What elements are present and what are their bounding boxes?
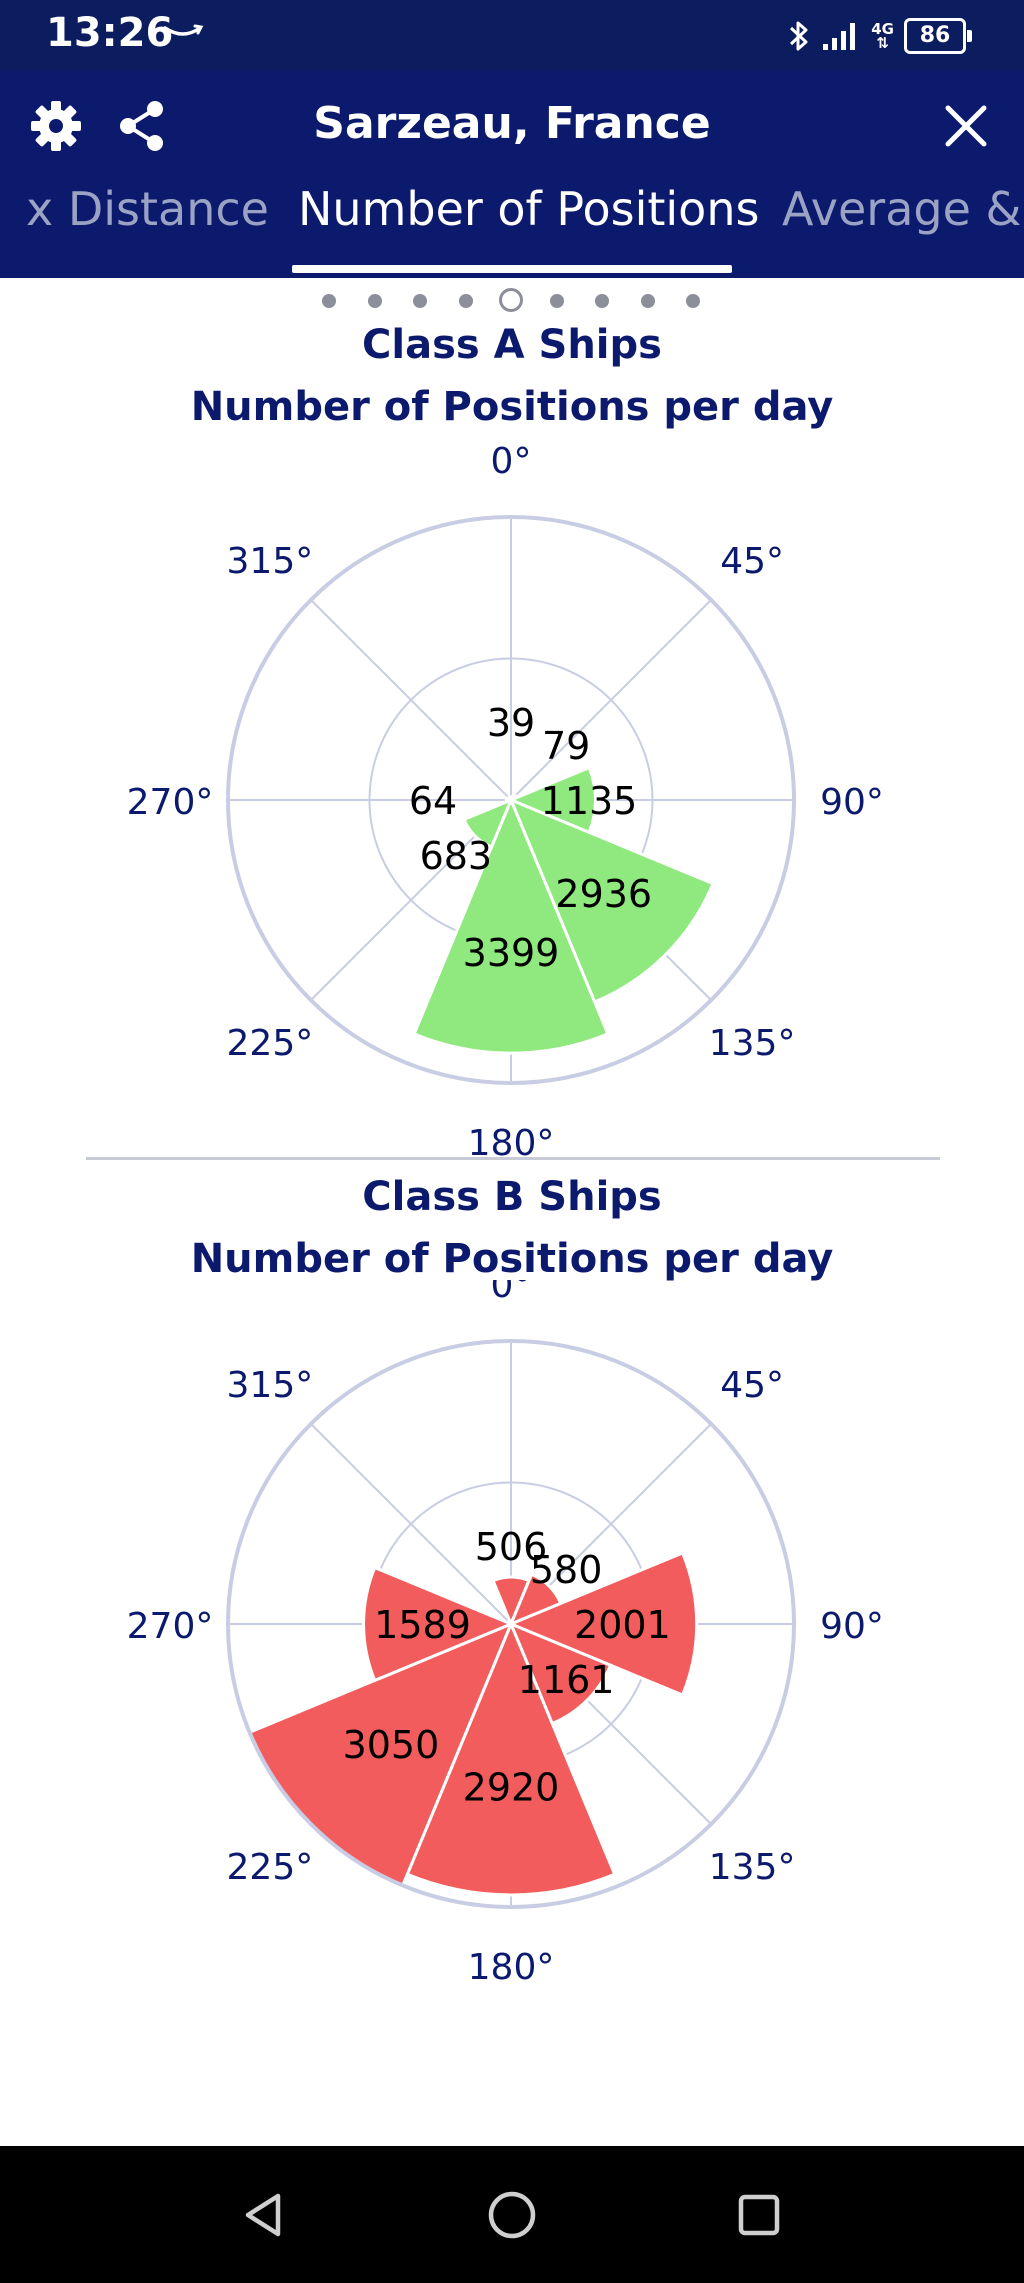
page-dot [595, 294, 609, 308]
class-a-data-label: 3399 [463, 931, 560, 975]
class-b-spoke [310, 1423, 512, 1625]
class-b-data-label: 1161 [518, 1658, 615, 1702]
status-bar: 13:26 4G ⇅ 86 [0, 0, 1024, 70]
class-a-data-label: 39 [487, 701, 535, 745]
class-b-angle-label: 270° [127, 1606, 214, 1647]
page-title: Sarzeau, France [313, 98, 711, 149]
class-b-angle-label: 225° [227, 1847, 314, 1888]
battery-indicator: 86 [904, 18, 972, 54]
chart-a-title: Class A Ships [362, 322, 662, 368]
class-b-data-label: 506 [475, 1525, 548, 1569]
class-a-angle-label: 90° [820, 782, 884, 823]
page-dot [413, 294, 427, 308]
chart-b-title: Class B Ships [362, 1174, 662, 1220]
class-a-angle-label: 45° [720, 541, 784, 582]
chart-a-subtitle: Number of Positions per day [190, 384, 834, 430]
class-a-wedge-180 [412, 796, 610, 1055]
home-icon [488, 2191, 536, 2239]
tab-average[interactable]: Average & [782, 182, 1022, 236]
class-b-wedge-90 [507, 1550, 699, 1698]
class-b-wedge-180 [405, 1620, 617, 1897]
class-a-data-label: 1135 [541, 779, 638, 823]
class-a-wedge-225 [462, 797, 514, 849]
class-a-angle-label: 0° [491, 441, 532, 482]
class-b-data-label: 3050 [343, 1723, 440, 1767]
class-a-data-label: 79 [542, 724, 590, 768]
tab-number-of-positions[interactable]: Number of Positions [298, 182, 760, 236]
class-b-data-label: 1589 [374, 1603, 471, 1647]
page-dot [686, 294, 700, 308]
class-a-wedge-135 [508, 797, 715, 1004]
class-a-angle-label: 180° [468, 1123, 555, 1160]
status-time: 13:26 [46, 10, 174, 56]
page-dot-current [499, 288, 523, 312]
app-header: Sarzeau, France x Distance Number of Pos… [0, 70, 1024, 278]
chart-divider [86, 1157, 940, 1160]
network-type: 4G ⇅ [871, 20, 894, 52]
bluetooth-icon [790, 21, 808, 51]
class-b-angle-label: 135° [709, 1847, 796, 1888]
active-tab-indicator [292, 265, 732, 273]
class-a-angle-label: 135° [709, 1023, 796, 1064]
class-b-wedge-135 [508, 1621, 613, 1726]
class-b-angle-label: 90° [820, 1606, 884, 1647]
close-button[interactable] [936, 96, 996, 156]
page-dot [458, 294, 473, 308]
share-icon [120, 101, 163, 151]
class-b-angle-label: 45° [720, 1365, 784, 1406]
signal-icon [823, 23, 856, 50]
class-b-wedge-270 [362, 1565, 515, 1683]
system-nav-bar [0, 2146, 1024, 2283]
class-b-data-label: 2001 [574, 1603, 671, 1647]
class-a-data-label: 2936 [555, 872, 652, 916]
class-a-angle-label: 315° [227, 541, 314, 582]
tab-distance[interactable]: x Distance [26, 182, 269, 236]
class-a-data-label: 683 [420, 834, 493, 878]
recents-icon [738, 2194, 780, 2236]
class-a-outer-ring [226, 515, 796, 1085]
status-indicators: 4G ⇅ 86 [787, 14, 972, 58]
chart-b-subtitle: Number of Positions per day [190, 1236, 834, 1282]
class-a-spoke [310, 599, 512, 801]
page-dot [367, 294, 382, 308]
class-b-angle-label: 315° [227, 1365, 314, 1406]
gear-icon [31, 101, 81, 151]
page-dot [549, 294, 564, 308]
page-indicator [0, 288, 1024, 312]
class-a-angle-label: 225° [227, 1023, 314, 1064]
settings-button[interactable] [26, 96, 86, 156]
class-b-angle-label: 180° [468, 1947, 555, 1988]
class-b-outer-ring [226, 1339, 796, 1909]
page-dot [640, 294, 655, 308]
page-dot [322, 294, 336, 308]
amazon-notification-icon [163, 24, 204, 36]
class-a-data-label: 64 [409, 779, 457, 823]
class-b-angle-label: 0° [491, 1280, 532, 1306]
class-b-data-label: 580 [530, 1548, 603, 1592]
class-a-spoke [510, 599, 712, 801]
class-a-angle-label: 270° [127, 782, 214, 823]
class-a-wedge-315 [506, 795, 514, 803]
class-b-data-label: 2920 [463, 1766, 560, 1810]
recents-button[interactable] [722, 2178, 796, 2252]
close-icon [945, 105, 987, 147]
back-icon [245, 2193, 281, 2237]
share-button[interactable] [112, 96, 172, 156]
home-button[interactable] [475, 2178, 549, 2252]
back-button[interactable] [228, 2178, 302, 2252]
